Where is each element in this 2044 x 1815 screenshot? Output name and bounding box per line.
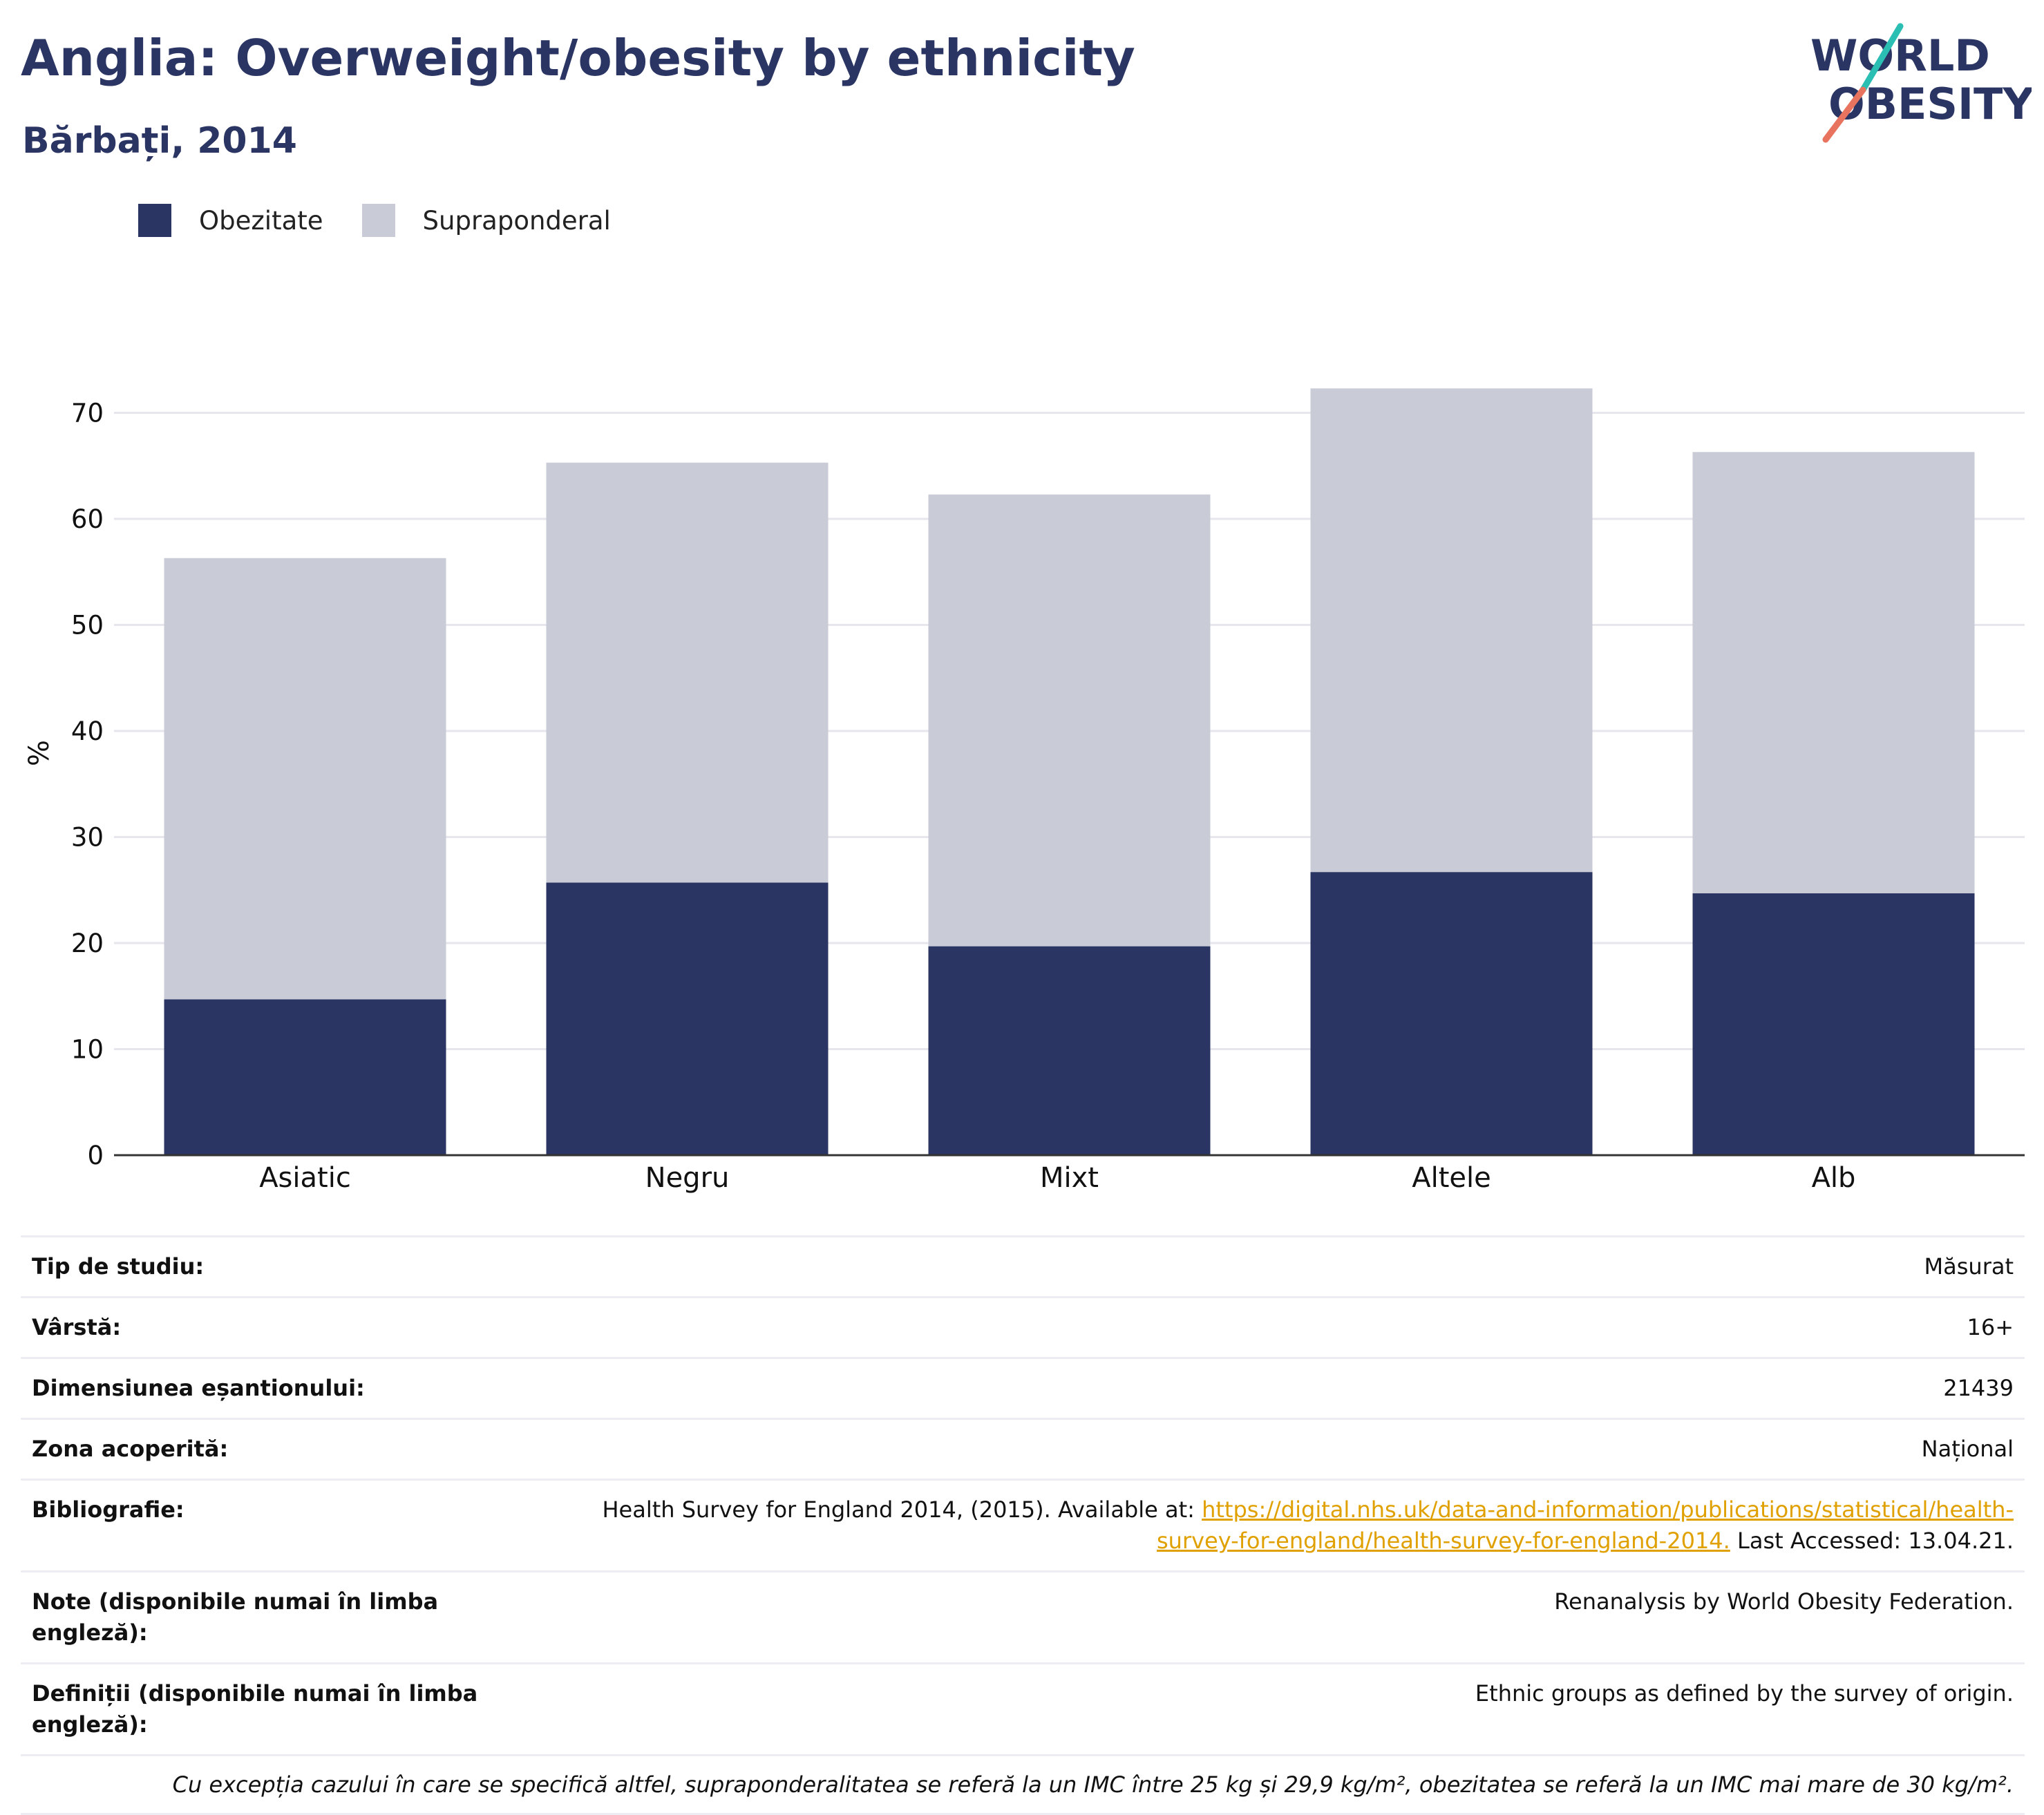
chart-subtitle: Bărbați, 2014 <box>22 120 297 162</box>
y-tick-label: 70 <box>71 399 104 428</box>
bar-overweight <box>1692 452 1975 893</box>
info-value: Health Survey for England 2014, (2015). … <box>528 1494 2014 1557</box>
chart-title: Anglia: Overweight/obesity by ethnicity <box>21 29 1135 87</box>
info-label: Tip de studiu: <box>32 1253 205 1280</box>
bibliography-link[interactable]: https://digital.nhs.uk/data-and-informat… <box>1156 1496 2014 1554</box>
info-row-study-type: Tip de studiu: Măsurat <box>21 1235 2025 1296</box>
bar-obesity <box>546 882 829 1155</box>
y-tick-label: 60 <box>71 504 104 534</box>
legend-swatch-overweight <box>361 204 395 237</box>
info-value: Ethnic groups as defined by the survey o… <box>1475 1680 2014 1707</box>
info-row-area-covered: Zona acoperită: Național <box>21 1418 2025 1479</box>
study-info-table: Tip de studiu: Măsurat Vârstă: 16+ Dimen… <box>21 1235 2025 1815</box>
y-axis-label: % <box>23 740 55 766</box>
info-label: Vârstă: <box>32 1314 122 1340</box>
bar-obesity <box>1310 872 1593 1155</box>
y-tick-label: 20 <box>71 929 104 958</box>
legend-label-obesity: Obezitate <box>199 205 323 236</box>
bar-overweight <box>1310 388 1593 873</box>
info-label: Definiții (disponibile numai în limba en… <box>32 1680 478 1738</box>
bibliography-suffix: Last Accessed: 13.04.21. <box>1730 1528 2014 1554</box>
legend-item-obesity[interactable]: Obezitate <box>138 204 323 237</box>
bar-obesity <box>928 946 1211 1155</box>
x-tick-label: Mixt <box>1040 1162 1099 1194</box>
info-label: Note (disponibile numai în limba engleză… <box>32 1588 439 1646</box>
info-value: Măsurat <box>1924 1253 2014 1280</box>
y-tick-label: 10 <box>71 1035 104 1065</box>
y-tick-label: 0 <box>87 1141 104 1170</box>
stacked-bar-chart: 0 10 20 30 40 50 60 70% Asiatic Negru Mixt Altele Al… <box>23 388 2025 1194</box>
y-tick-label: 40 <box>71 716 104 746</box>
info-row-notes: Note (disponibile numai în limba engleză… <box>21 1570 2025 1662</box>
bar-overweight <box>164 558 446 1000</box>
x-tick-label: Negru <box>645 1162 730 1194</box>
info-row-age: Vârstă: 16+ <box>21 1296 2025 1357</box>
logo-line2: OBESITY <box>1828 79 2032 129</box>
bar-obesity <box>164 999 446 1155</box>
x-tick-label: Asiatic <box>259 1162 351 1194</box>
chart-legend: Obezitate Supraponderal <box>138 204 650 237</box>
info-value: 21439 <box>1943 1375 2014 1401</box>
info-label: Dimensiunea eșantionului: <box>32 1375 365 1401</box>
y-tick-label: 50 <box>71 611 104 640</box>
x-tick-label: Alb <box>1812 1162 1856 1194</box>
info-row-sample-size: Dimensiunea eșantionului: 21439 <box>21 1357 2025 1418</box>
info-value: Național <box>1921 1436 2014 1462</box>
info-value: Renanalysis by World Obesity Federation. <box>1554 1588 2014 1615</box>
x-tick-label: Altele <box>1412 1162 1491 1194</box>
bar-overweight <box>928 494 1211 947</box>
legend-item-overweight[interactable]: Supraponderal <box>361 204 611 237</box>
legend-swatch-obesity <box>138 204 171 237</box>
info-value: 16+ <box>1967 1314 2014 1340</box>
bar-obesity <box>1692 893 1975 1155</box>
footnote: Cu excepția cazului în care se specifică… <box>21 1754 2025 1815</box>
info-label: Zona acoperită: <box>32 1436 229 1462</box>
bar-overweight <box>546 462 829 883</box>
logo-line1: WORLD <box>1810 30 1990 81</box>
bibliography-prefix: Health Survey for England 2014, (2015). … <box>602 1496 1202 1523</box>
y-tick-label: 30 <box>71 823 104 853</box>
info-label: Bibliografie: <box>32 1496 184 1523</box>
world-obesity-logo: WORLD OBESITY <box>1810 23 2032 143</box>
info-row-definitions: Definiții (disponibile numai în limba en… <box>21 1662 2025 1754</box>
legend-label-overweight: Supraponderal <box>422 205 611 236</box>
info-row-bibliography: Bibliografie: Health Survey for England … <box>21 1479 2025 1570</box>
